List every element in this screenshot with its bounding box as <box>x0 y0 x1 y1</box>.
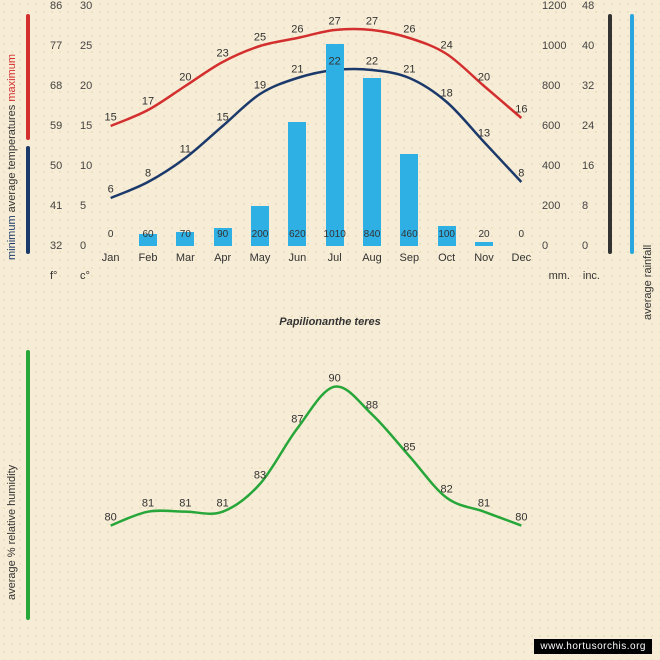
climate-chart-bottom: 80 81 81 81 83 87 90 88 85 82 81 80 <box>50 345 600 625</box>
rainfall-bar <box>251 206 269 246</box>
rainfall-bar <box>363 78 381 246</box>
month-label: Dec <box>512 252 532 264</box>
month-label: Oct <box>438 252 455 264</box>
unit-c: c° <box>80 270 90 282</box>
label-avg-temp: average temperatures <box>6 105 18 213</box>
rainfall-value: 200 <box>252 229 269 240</box>
side-bar-humidity <box>26 350 30 620</box>
max-temp-line <box>111 29 522 126</box>
temp-lines-svg <box>92 6 540 246</box>
month-label: Jun <box>288 252 306 264</box>
max-temp-line-value: 27 <box>366 16 378 28</box>
climate-chart-top: 32415059687786 051015202530 020040060080… <box>50 6 600 286</box>
plot-area-top: 0607090200620101084046010020015172023252… <box>92 6 540 246</box>
max-temp-line-value: 20 <box>179 72 191 84</box>
humidity-line <box>111 386 522 525</box>
humidity-value: 88 <box>366 400 378 412</box>
humidity-axis-label: average % relative humidity <box>6 400 18 600</box>
side-bar-f <box>26 14 30 140</box>
rainfall-value: 20 <box>478 229 489 240</box>
rainfall-bar <box>475 242 493 246</box>
month-label: Feb <box>139 252 158 264</box>
min-temp-line-value: 13 <box>478 128 490 140</box>
humidity-line-svg <box>92 345 540 595</box>
rainfall-value: 90 <box>217 229 228 240</box>
month-label: Jan <box>102 252 120 264</box>
min-temp-line-value: 22 <box>366 56 378 68</box>
unit-in: inc. <box>583 270 600 282</box>
side-bar-in <box>630 14 634 254</box>
rainfall-bar <box>288 122 306 246</box>
month-label: Apr <box>214 252 231 264</box>
min-temp-line-value: 18 <box>441 88 453 100</box>
unit-mm: mm. <box>549 270 570 282</box>
max-temp-line-value: 26 <box>291 24 303 36</box>
max-temp-line-value: 26 <box>403 24 415 36</box>
rainfall-value: 0 <box>108 229 114 240</box>
label-minimum: minimum <box>6 215 18 260</box>
axis-fahrenheit: 32415059687786 <box>50 6 62 246</box>
min-temp-line <box>111 69 522 198</box>
min-temp-line-value: 21 <box>291 64 303 76</box>
min-temp-line-value: 19 <box>254 80 266 92</box>
min-temp-line-value: 6 <box>108 184 114 196</box>
unit-row: f° c° mm. inc. <box>50 270 600 286</box>
month-label: Jul <box>328 252 342 264</box>
month-label: May <box>250 252 271 264</box>
max-temp-line-value: 25 <box>254 32 266 44</box>
rainfall-value: 100 <box>438 229 455 240</box>
max-temp-line-value: 23 <box>217 48 229 60</box>
month-label: Nov <box>474 252 494 264</box>
humidity-value: 81 <box>478 497 490 509</box>
plot-area-bottom: 80 81 81 81 83 87 90 88 85 82 81 80 <box>92 345 540 595</box>
max-temp-line-value: 15 <box>105 112 117 124</box>
humidity-value: 85 <box>403 442 415 454</box>
side-bar-mm <box>608 14 612 254</box>
month-label: Aug <box>362 252 382 264</box>
max-temp-line-value: 20 <box>478 72 490 84</box>
axis-in: 081624324048 <box>582 6 600 246</box>
temp-axis-label-group: minimum average temperatures maximum <box>6 40 18 260</box>
humidity-value: 80 <box>105 511 117 523</box>
axis-mm: 020040060080010001200 <box>542 6 570 246</box>
rainfall-value: 620 <box>289 229 306 240</box>
max-temp-line-value: 17 <box>142 96 154 108</box>
watermark: www.hortusorchis.org <box>534 639 652 654</box>
rainfall-axis-label: average rainfall <box>642 100 654 320</box>
rainfall-value: 0 <box>519 229 525 240</box>
humidity-value: 90 <box>329 372 341 384</box>
humidity-value: 80 <box>515 511 527 523</box>
axis-months: Jan Feb Mar Apr May Jun Jul Aug Sep Oct Nov Dec <box>92 252 540 268</box>
rainfall-bar <box>326 44 344 246</box>
rainfall-value: 460 <box>401 229 418 240</box>
max-temp-line-value: 16 <box>515 104 527 116</box>
min-temp-line-value: 15 <box>217 112 229 124</box>
min-temp-line-value: 8 <box>518 168 524 180</box>
unit-f: f° <box>50 270 57 282</box>
rainfall-value: 60 <box>142 229 153 240</box>
rainfall-value: 1010 <box>324 229 346 240</box>
min-temp-line-value: 21 <box>403 64 415 76</box>
humidity-value: 81 <box>217 497 229 509</box>
humidity-value: 83 <box>254 469 266 481</box>
side-bar-f2 <box>26 146 30 254</box>
axis-celsius: 051015202530 <box>80 6 92 246</box>
max-temp-line-value: 24 <box>441 40 453 52</box>
humidity-value: 87 <box>291 414 303 426</box>
species-title: Papilionanthe teres <box>0 316 660 328</box>
humidity-value: 82 <box>441 483 453 495</box>
humidity-value: 81 <box>179 497 191 509</box>
rainfall-value: 70 <box>180 229 191 240</box>
min-temp-line-value: 11 <box>180 144 191 156</box>
label-maximum: maximum <box>6 54 18 102</box>
humidity-value: 81 <box>142 497 154 509</box>
min-temp-line-value: 22 <box>329 56 341 68</box>
month-label: Mar <box>176 252 195 264</box>
max-temp-line-value: 27 <box>329 16 341 28</box>
month-label: Sep <box>400 252 420 264</box>
climate-chart-page: minimum average temperatures maximum ave… <box>0 0 660 660</box>
rainfall-value: 840 <box>364 229 381 240</box>
min-temp-line-value: 8 <box>145 168 151 180</box>
